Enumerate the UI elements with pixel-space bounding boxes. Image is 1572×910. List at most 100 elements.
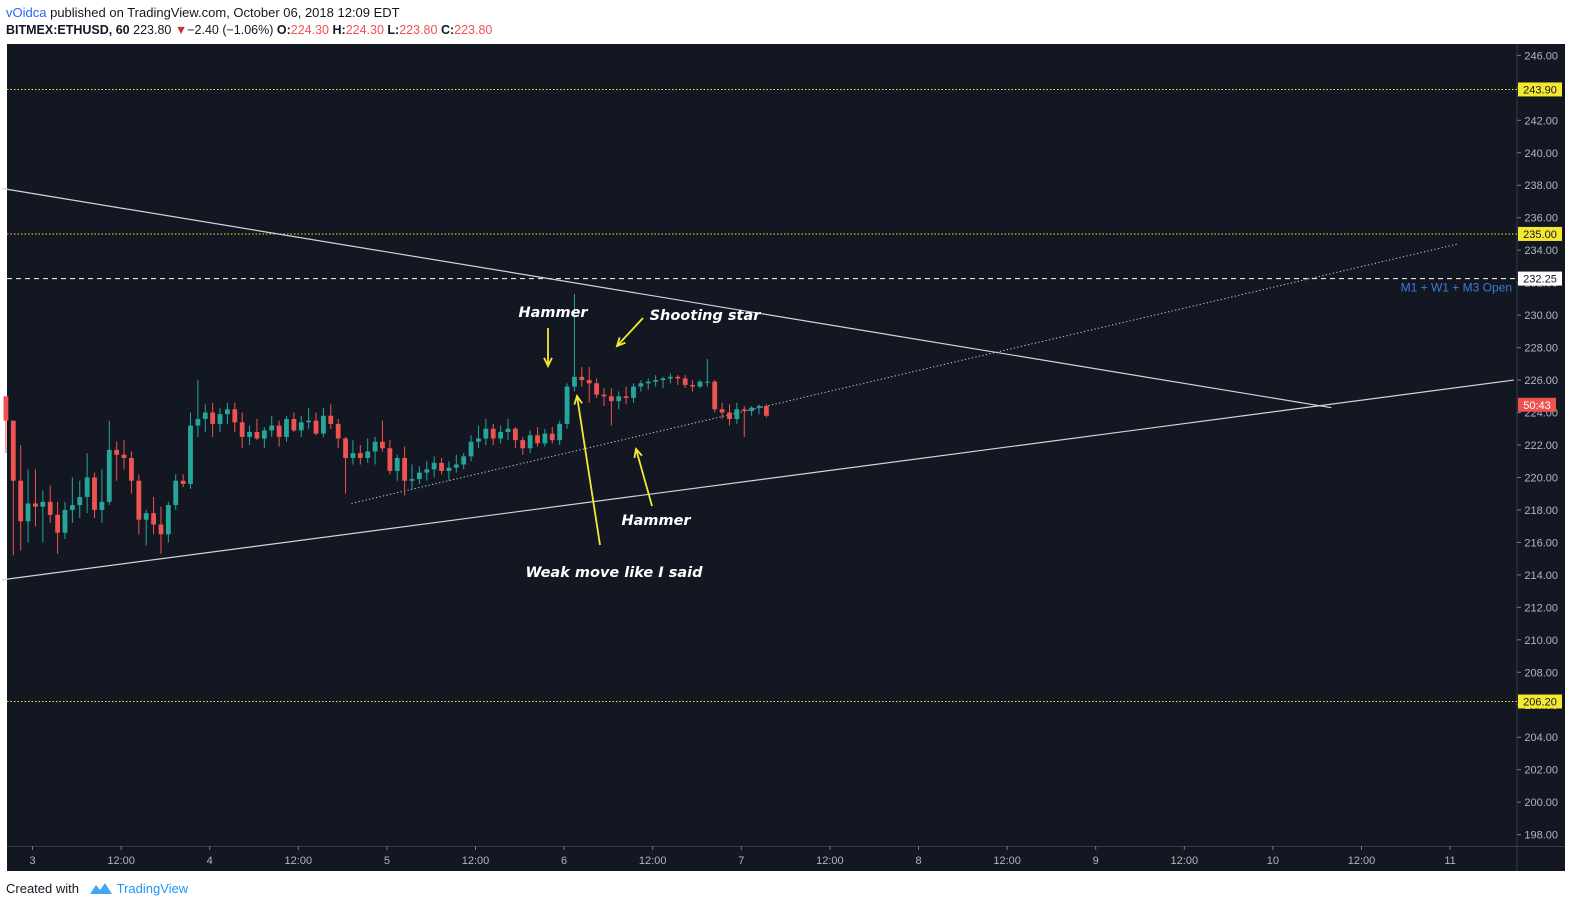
candle-body[interactable]: [3, 396, 9, 421]
candle-body[interactable]: [409, 479, 415, 481]
candle-body[interactable]: [601, 394, 607, 397]
candle-body[interactable]: [616, 396, 622, 402]
candle-body[interactable]: [321, 415, 326, 434]
candle-body[interactable]: [121, 454, 127, 458]
candle-body[interactable]: [668, 376, 673, 379]
candle-body[interactable]: [247, 432, 252, 437]
plot-area[interactable]: [7, 44, 1517, 846]
candle-body[interactable]: [269, 425, 275, 431]
candle-body[interactable]: [343, 438, 348, 458]
candle-body[interactable]: [306, 420, 312, 423]
candle-body[interactable]: [328, 415, 334, 424]
candle-body[interactable]: [623, 396, 629, 398]
candle-body[interactable]: [682, 378, 688, 385]
candle-body[interactable]: [114, 449, 120, 455]
candle-body[interactable]: [690, 384, 695, 387]
candle-body[interactable]: [335, 423, 341, 439]
candle-body[interactable]: [18, 480, 24, 522]
candle-body[interactable]: [380, 441, 385, 449]
candle-body[interactable]: [188, 425, 193, 484]
author-link[interactable]: vOidca: [6, 5, 47, 20]
candle-body[interactable]: [136, 480, 142, 520]
candle-body[interactable]: [313, 420, 319, 434]
candle-body[interactable]: [431, 462, 437, 470]
tradingview-link[interactable]: TradingView: [116, 881, 189, 896]
candle-body[interactable]: [350, 453, 356, 458]
candle-body[interactable]: [594, 383, 599, 395]
candle-body[interactable]: [165, 505, 171, 535]
candle-body[interactable]: [402, 457, 408, 481]
candle-body[interactable]: [106, 449, 112, 502]
candle-body[interactable]: [483, 428, 489, 439]
candle-body[interactable]: [697, 381, 703, 387]
candle-body[interactable]: [416, 472, 422, 480]
candle-body[interactable]: [461, 456, 467, 465]
candle-body[interactable]: [298, 422, 304, 431]
candle-body[interactable]: [727, 412, 732, 420]
candle-body[interactable]: [33, 503, 38, 507]
candle-body[interactable]: [202, 412, 208, 420]
candle-body[interactable]: [653, 380, 659, 382]
candle-body[interactable]: [143, 513, 149, 520]
candle-body[interactable]: [387, 448, 393, 471]
candle-body[interactable]: [579, 376, 585, 381]
candle-body[interactable]: [217, 414, 223, 424]
candle-body[interactable]: [195, 419, 201, 426]
candle-body[interactable]: [10, 420, 16, 481]
candle-body[interactable]: [225, 409, 230, 415]
candle-body[interactable]: [365, 451, 371, 458]
candle-body[interactable]: [476, 438, 481, 442]
candle-body[interactable]: [394, 457, 400, 471]
symbol-label[interactable]: BITMEX:ETHUSD, 60: [6, 23, 130, 37]
candle-body[interactable]: [55, 514, 61, 533]
candle-body[interactable]: [741, 409, 747, 411]
dotted-trendline[interactable]: [351, 243, 1460, 504]
candle-body[interactable]: [572, 376, 577, 387]
candle-body[interactable]: [284, 419, 289, 437]
candle-body[interactable]: [704, 381, 710, 383]
candle-body[interactable]: [84, 477, 90, 497]
candle-body[interactable]: [712, 381, 718, 410]
trendline[interactable]: [2, 379, 1514, 581]
candle-body[interactable]: [498, 432, 504, 439]
candle-body[interactable]: [756, 406, 762, 408]
candle-body[interactable]: [645, 381, 651, 384]
candle-body[interactable]: [468, 441, 474, 457]
candle-body[interactable]: [549, 433, 555, 441]
candle-body[interactable]: [453, 464, 459, 468]
candle-body[interactable]: [638, 383, 644, 387]
candle-body[interactable]: [424, 469, 430, 473]
candle-body[interactable]: [239, 422, 245, 437]
candle-body[interactable]: [40, 501, 46, 507]
candle-body[interactable]: [608, 396, 614, 402]
candle-body[interactable]: [129, 457, 134, 481]
candle-body[interactable]: [47, 501, 53, 515]
candle-body[interactable]: [527, 435, 533, 449]
candle-body[interactable]: [446, 467, 452, 471]
candle-body[interactable]: [99, 501, 105, 510]
candle-body[interactable]: [69, 505, 75, 510]
price-axis[interactable]: [1517, 44, 1565, 846]
candle-body[interactable]: [505, 428, 511, 433]
candle-body[interactable]: [254, 432, 260, 439]
tradingview-logo-icon[interactable]: [89, 881, 113, 898]
candle-body[interactable]: [232, 409, 238, 423]
candle-body[interactable]: [173, 480, 179, 506]
candle-body[interactable]: [564, 386, 570, 424]
candle-body[interactable]: [291, 419, 297, 431]
candle-body[interactable]: [557, 423, 563, 441]
trendline[interactable]: [2, 187, 1332, 409]
candle-body[interactable]: [62, 509, 68, 533]
candle-body[interactable]: [542, 433, 548, 444]
candle-body[interactable]: [25, 503, 31, 522]
candle-body[interactable]: [180, 480, 186, 484]
candle-body[interactable]: [535, 435, 540, 444]
candle-body[interactable]: [92, 477, 97, 510]
candle-body[interactable]: [512, 428, 518, 441]
candle-body[interactable]: [261, 430, 267, 439]
candle-body[interactable]: [749, 407, 755, 411]
candle-body[interactable]: [158, 524, 164, 535]
candle-body[interactable]: [210, 412, 216, 424]
candle-body[interactable]: [520, 440, 526, 449]
